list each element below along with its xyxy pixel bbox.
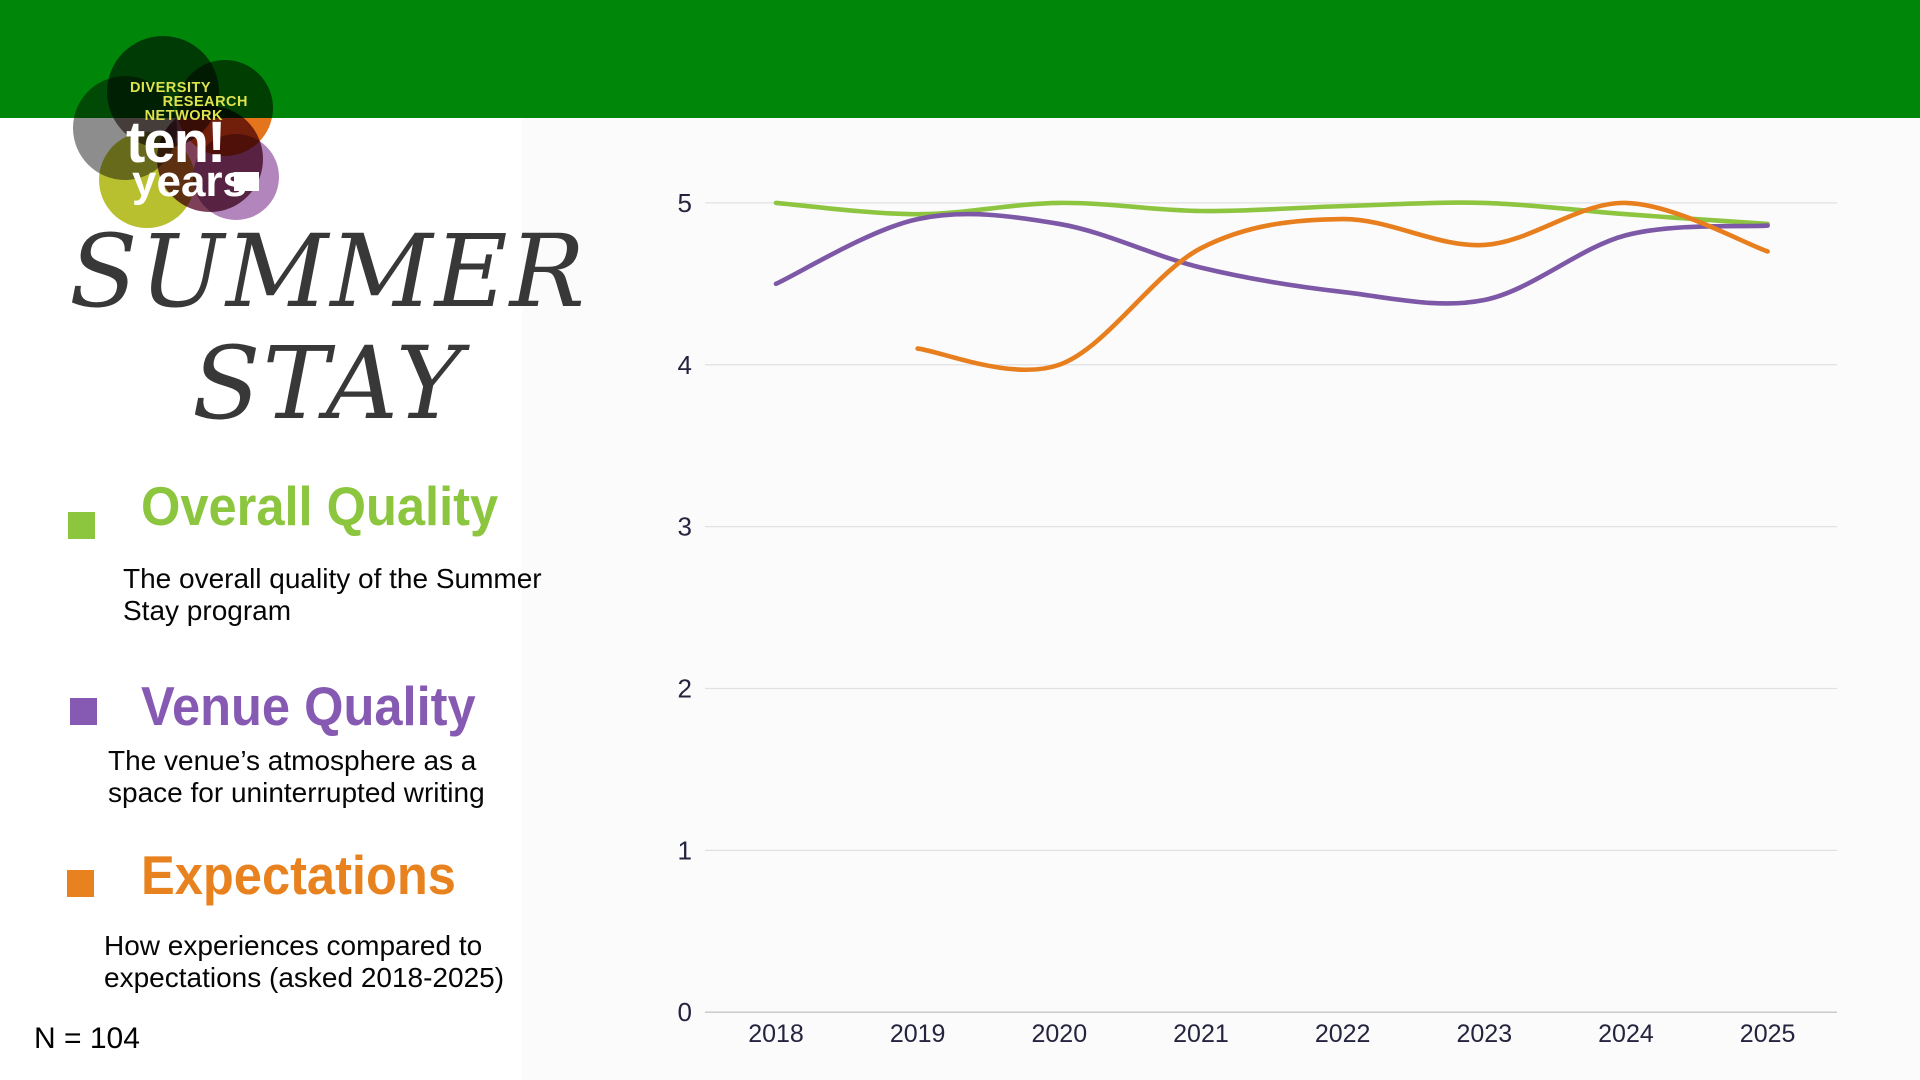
y-tick-label-3: 3 [678,512,692,542]
trend-chart: 0 1 2 3 4 5 2018 2019 2020 2021 2022 2023 2024 2025 [678,188,1837,1048]
legend-label-venue-quality: Venue Quality [141,675,476,737]
y-tick-label-0: 0 [678,997,692,1027]
logo-org-line: NETWORK [144,108,223,124]
legend-desc-overall-quality: The overall quality of the Summer Stay p… [123,563,542,626]
legend-desc-line: expectations (asked 2018-2025) [104,961,505,993]
logo-years-text: years [132,157,248,206]
sample-size-note: N = 104 [34,1022,140,1055]
y-tick-label-5: 5 [678,188,692,218]
line-venue-quality [773,211,1770,306]
page-title-line-1: SUMMER [69,213,587,330]
x-tick-label-2023: 2023 [1456,1020,1512,1048]
logo-org-line: DIVERSITY [129,80,211,96]
legend-desc-line: Stay program [123,594,292,626]
legend-swatch-expectations [67,870,94,897]
y-tick-label-2: 2 [678,673,692,703]
line-overall-quality [773,200,1770,227]
page-title-line-2: STAY [192,325,464,442]
legend-desc-expectations: How experiences compared to expectations… [104,930,504,993]
legend-label-overall-quality: Overall Quality [141,475,499,537]
series-lines [773,200,1770,373]
diversity-research-network-logo: DIVERSITY RESEARCH NETWORK ten! years [73,28,285,228]
y-tick-label-1: 1 [678,835,692,865]
line-expectations [915,200,1770,373]
x-tick-label-2021: 2021 [1173,1020,1229,1048]
gridlines [705,202,1837,1013]
x-tick-label-2024: 2024 [1598,1020,1654,1048]
header-bar [0,0,1920,118]
page-title: SUMMER STAY [0,216,656,440]
x-tick-label-2022: 2022 [1315,1020,1371,1048]
logo-circle [99,132,195,228]
legend-swatch-venue-quality [70,698,97,725]
legend-label-expectations: Expectations [141,844,456,906]
legend-desc-line: The venue’s atmosphere as a [108,745,477,776]
logo-ten-text: ten! [126,110,226,175]
y-axis-labels: 0 1 2 3 4 5 [678,188,692,1027]
x-axis-labels: 2018 2019 2020 2021 2022 2023 2024 2025 [748,1020,1795,1048]
x-tick-label-2018: 2018 [748,1020,804,1048]
logo-org-line: RESEARCH [162,94,248,110]
y-tick-label-4: 4 [678,350,692,380]
x-tick-label-2020: 2020 [1032,1020,1088,1048]
logo-square [234,172,259,191]
legend-desc-line: The overall quality of the Summer [123,563,542,594]
legend-desc-line: space for uninterrupted writing [108,776,485,808]
legend-desc-line: How experiences compared to [104,930,483,961]
chart-panel-background [522,118,1920,1080]
legend-desc-venue-quality: The venue’s atmosphere as a space for un… [108,745,485,808]
x-tick-label-2019: 2019 [890,1020,946,1048]
x-tick-label-2025: 2025 [1740,1020,1796,1048]
legend-swatch-overall-quality [68,512,95,539]
